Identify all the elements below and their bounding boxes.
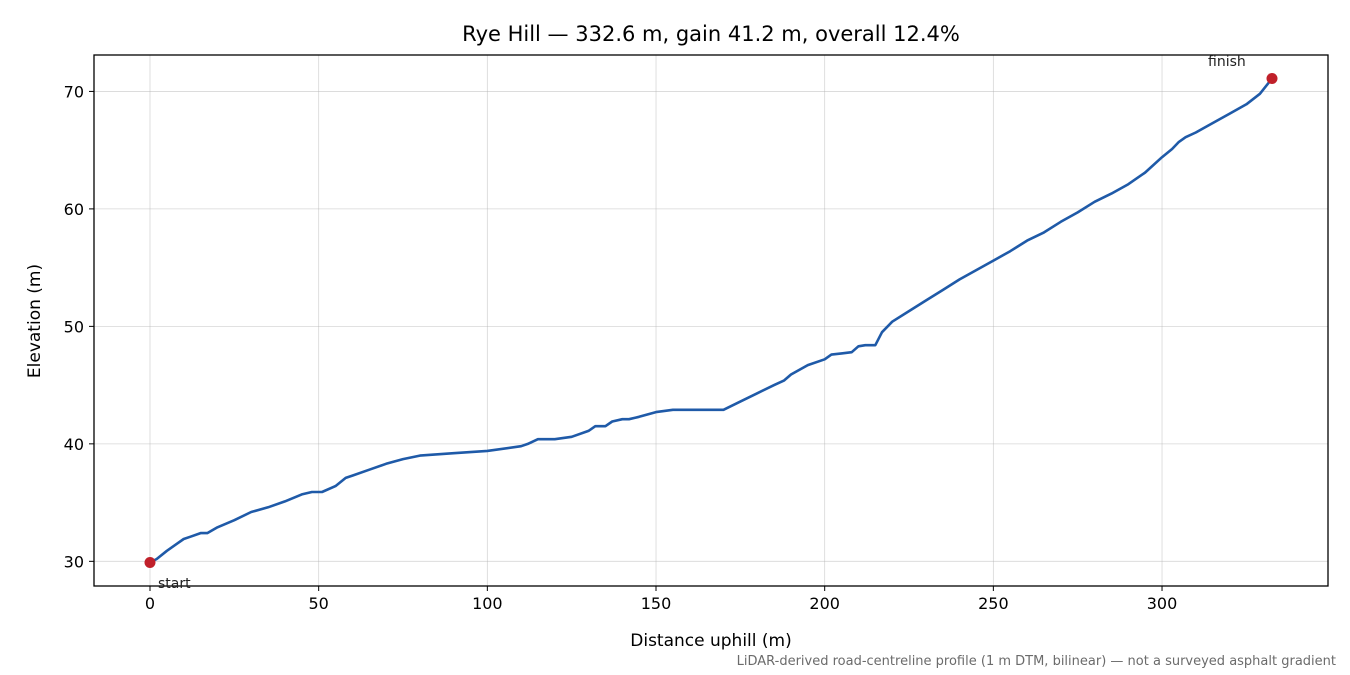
x-axis-label: Distance uphill (m): [630, 631, 791, 651]
y-tick-label: 60: [64, 200, 84, 219]
start-marker: [144, 557, 156, 569]
x-tick-label: 250: [978, 594, 1009, 613]
x-tick-label: 300: [1147, 594, 1178, 613]
y-axis-ticks: 30 40 50 60 70: [64, 82, 94, 571]
plot-frame: [93, 54, 1329, 587]
x-tick-label: 50: [308, 594, 328, 613]
x-tick-label: 200: [809, 594, 840, 613]
elevation-profile-line: [148, 77, 1274, 564]
y-tick-label: 70: [64, 82, 84, 101]
plot-background: [94, 55, 1328, 586]
start-annotation: start: [158, 576, 191, 592]
footnote: LiDAR-derived road-centreline profile (1…: [737, 654, 1336, 669]
y-axis-label: Elevation (m): [25, 264, 45, 378]
x-tick-label: 0: [145, 594, 155, 613]
x-tick-label: 100: [472, 594, 503, 613]
chart-title: Rye Hill — 332.6 m, gain 41.2 m, overall…: [462, 22, 960, 46]
y-tick-label: 40: [64, 435, 84, 454]
grid-lines: [94, 55, 1328, 586]
x-tick-label: 150: [641, 594, 672, 613]
finish-marker: [1266, 72, 1278, 84]
y-tick-label: 30: [64, 552, 84, 571]
series-layer: [144, 72, 1278, 569]
finish-annotation: finish: [1208, 54, 1246, 70]
x-axis-ticks: 0 50 100 150 200 250 300: [145, 586, 1177, 613]
y-tick-label: 50: [64, 317, 84, 336]
